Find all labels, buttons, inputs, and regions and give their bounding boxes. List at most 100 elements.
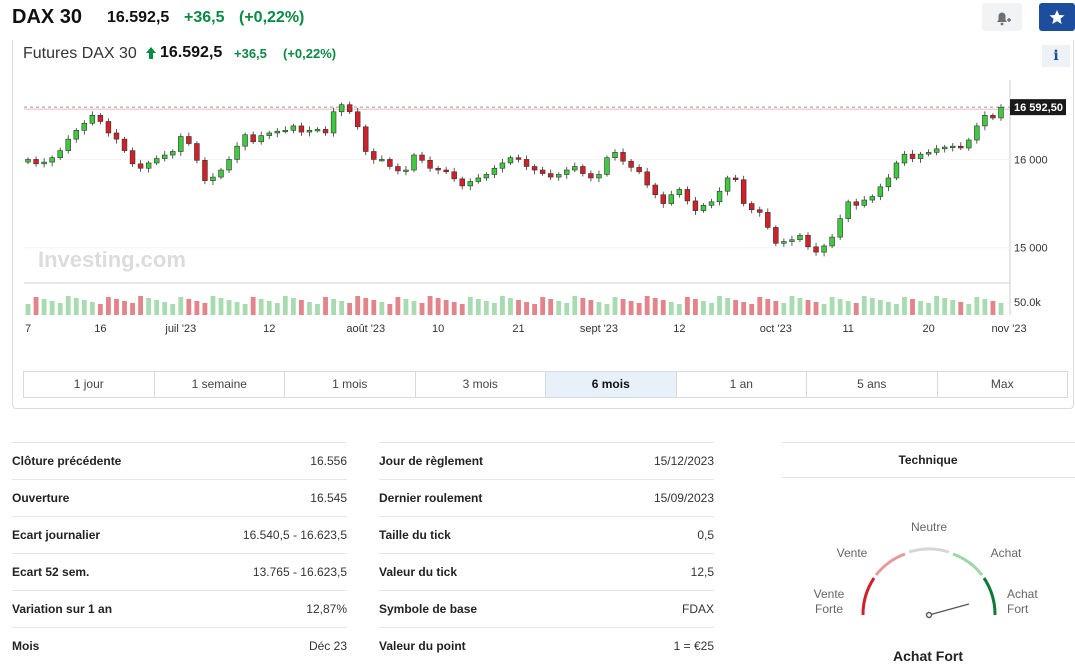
candle [81, 122, 88, 131]
stat-value: 12,5 [690, 565, 714, 579]
candle [33, 159, 39, 165]
stat-row: Variation sur 1 an 12,87% [12, 590, 347, 627]
candle [97, 115, 104, 122]
stat-row: Ecart journalier 16.540,5 - 16.623,5 [12, 516, 347, 553]
stat-label: Ouverture [12, 491, 70, 505]
stat-value: 16.556 [310, 454, 347, 468]
candle [572, 166, 578, 171]
candle [129, 150, 136, 165]
candle [242, 134, 248, 147]
stat-label: Mois [12, 639, 40, 653]
volume-bar [918, 301, 923, 315]
technical-summary: Technique Neutre Vente Achat Vente Forte… [781, 442, 1075, 666]
candle [539, 169, 546, 174]
stat-label: Ecart journalier [12, 528, 101, 542]
range-option-4[interactable]: 6 mois [546, 372, 677, 397]
candle [346, 104, 353, 113]
gauge-label-strong-sell: Vente Forte [813, 587, 845, 616]
candle [909, 153, 916, 159]
candle [523, 159, 530, 167]
candle [395, 166, 401, 172]
stat-value: 12,87% [306, 602, 347, 616]
candle [25, 159, 31, 163]
volume-bar [652, 298, 658, 315]
candle [419, 154, 425, 161]
candle [113, 132, 120, 140]
stat-value: 16.545 [310, 491, 347, 505]
volume-bar [853, 303, 859, 315]
volume-bar [717, 296, 722, 315]
candle [314, 129, 321, 132]
volume-bar [636, 303, 642, 315]
range-option-0[interactable]: 1 jour [24, 372, 155, 397]
plot-area [24, 80, 1010, 283]
range-option-5[interactable]: 1 an [677, 372, 807, 397]
candle [234, 145, 240, 160]
range-option-2[interactable]: 1 mois [285, 372, 416, 397]
candle [748, 203, 755, 211]
candle [636, 167, 642, 173]
volume-bar [274, 303, 280, 315]
candle [845, 201, 851, 219]
range-option-6[interactable]: 5 ans [807, 372, 938, 397]
volume-axis-label: 50.0k [1014, 297, 1041, 309]
candle [258, 135, 264, 143]
volume-bar [97, 304, 103, 315]
candle [604, 157, 610, 175]
candle [813, 246, 819, 253]
volume-bar [990, 301, 996, 315]
candle [459, 178, 465, 187]
candle [411, 154, 417, 171]
volume-bar [773, 301, 779, 315]
candle [137, 163, 144, 169]
candle [821, 245, 827, 253]
volume-bar [387, 304, 393, 315]
last-price-badge [1010, 99, 1066, 116]
volume-bar [845, 301, 851, 315]
candle [612, 152, 618, 158]
candle [250, 134, 256, 143]
volume-bar [500, 296, 505, 315]
stat-label: Ecart 52 sem. [12, 565, 90, 579]
stat-value: 16.540,5 - 16.623,5 [242, 528, 347, 542]
info-button[interactable]: i [1042, 45, 1070, 67]
volume-bar [146, 298, 152, 315]
add-to-watchlist-button[interactable] [1039, 3, 1075, 31]
candle [226, 159, 232, 171]
create-alert-button[interactable] [982, 3, 1022, 31]
candle [950, 145, 956, 148]
candle [700, 205, 707, 211]
candle [765, 212, 771, 228]
volume-bar [548, 299, 554, 315]
gauge-label-neutral: Neutre [910, 520, 948, 534]
price-chart[interactable]: 15 000 16 000 16 592,50 Investing.com 50.0k 7… [12, 75, 1072, 340]
volume-bar [725, 298, 730, 315]
volume-bar [902, 297, 907, 315]
candle [322, 129, 329, 134]
candle [564, 169, 570, 175]
volume-bar [982, 299, 988, 315]
candle [732, 177, 739, 181]
range-option-3[interactable]: 3 mois [416, 372, 546, 397]
volume-bar [620, 299, 626, 315]
range-option-7[interactable]: Max [990, 377, 1014, 391]
volume-bar [186, 299, 192, 315]
candle [105, 121, 112, 134]
volume-bar [427, 296, 433, 315]
stat-label: Jour de règlement [379, 454, 484, 468]
candle [958, 145, 964, 149]
x-tick-label: 12 [263, 323, 275, 335]
volume-bar [299, 300, 304, 315]
volume-bar [516, 300, 521, 315]
candle [805, 235, 811, 248]
range-option-1[interactable]: 1 semaine [155, 372, 285, 397]
last-price-label: 16 592,50 [1014, 102, 1063, 114]
volume-bar [57, 303, 63, 315]
volume-bar [508, 298, 513, 315]
volume-bar [122, 301, 127, 315]
volume-bar [475, 299, 481, 315]
candle [363, 126, 369, 152]
stat-row: Valeur du tick 12,5 [379, 553, 714, 590]
volume-bar [435, 298, 441, 315]
stat-label: Valeur du point [379, 639, 466, 653]
